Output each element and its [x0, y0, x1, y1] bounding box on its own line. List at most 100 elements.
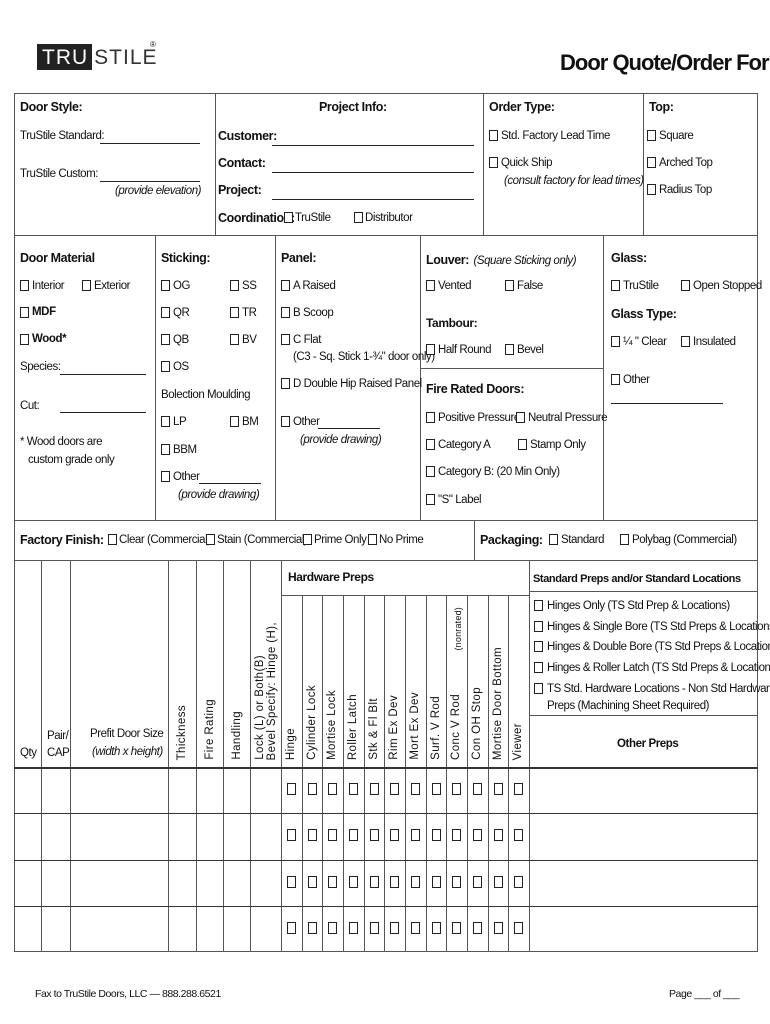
hardware-prep-checkbox-row1-col12[interactable] [514, 783, 523, 795]
hardware-prep-checkbox-row3-col12[interactable] [514, 876, 523, 888]
bbm-checkbox[interactable] [161, 444, 170, 455]
hardware-prep-checkbox-row3-col9[interactable] [452, 876, 461, 888]
hardware-prep-checkbox-row3-col5[interactable] [370, 876, 379, 888]
hardware-prep-checkbox-row4-col9[interactable] [452, 922, 461, 934]
hardware-prep-checkbox-row3-col8[interactable] [432, 876, 441, 888]
coordination-trustile-checkbox[interactable] [284, 212, 293, 223]
panel-b-checkbox[interactable] [281, 307, 290, 318]
thickness-cell[interactable] [169, 908, 195, 951]
std-prep-checkbox-4[interactable] [534, 662, 543, 674]
top-radius-checkbox[interactable] [647, 184, 656, 195]
top-arched-checkbox[interactable] [647, 157, 656, 168]
sticking-other-field[interactable] [199, 483, 261, 484]
hardware-prep-checkbox-row2-col1[interactable] [287, 829, 296, 841]
panel-d-checkbox[interactable] [281, 378, 290, 389]
pair-cap-cell[interactable] [42, 815, 69, 858]
hardware-prep-checkbox-row2-col9[interactable] [452, 829, 461, 841]
fire-rating-cell[interactable] [197, 815, 222, 858]
finish-prime-checkbox[interactable] [303, 534, 312, 545]
half-round-checkbox[interactable] [426, 344, 435, 355]
other-preps-cell[interactable] [530, 769, 756, 812]
std-prep-checkbox-1[interactable] [534, 600, 543, 611]
hardware-prep-checkbox-row1-col2[interactable] [308, 783, 317, 795]
ss-checkbox[interactable] [230, 280, 239, 291]
species-field[interactable] [60, 374, 146, 375]
clear-glass-checkbox[interactable] [611, 336, 620, 347]
hardware-prep-checkbox-row4-col8[interactable] [432, 922, 441, 934]
thickness-cell[interactable] [169, 769, 195, 812]
insulated-checkbox[interactable] [681, 336, 690, 347]
prefit-size-cell[interactable] [71, 769, 167, 812]
hardware-prep-checkbox-row4-col7[interactable] [411, 922, 420, 934]
pair-cap-cell[interactable] [42, 908, 69, 951]
hardware-prep-checkbox-row2-col6[interactable] [390, 829, 399, 841]
prefit-size-cell[interactable] [71, 815, 167, 858]
cut-field[interactable] [60, 412, 146, 413]
prefit-size-cell[interactable] [71, 862, 167, 905]
tr-checkbox[interactable] [230, 307, 239, 318]
panel-other-field[interactable] [318, 428, 380, 429]
hardware-prep-checkbox-row3-col10[interactable] [473, 876, 482, 888]
handling-cell[interactable] [224, 908, 249, 951]
bevel-checkbox[interactable] [505, 344, 514, 355]
category-b-checkbox[interactable] [426, 466, 435, 477]
hardware-prep-checkbox-row3-col3[interactable] [328, 876, 337, 888]
coordination-distributor-checkbox[interactable] [354, 212, 363, 223]
thickness-cell[interactable] [169, 862, 195, 905]
contact-field[interactable] [272, 172, 474, 173]
qty-cell[interactable] [15, 769, 40, 812]
fire-rating-cell[interactable] [197, 769, 222, 812]
other-preps-cell[interactable] [530, 815, 756, 858]
hardware-prep-checkbox-row2-col3[interactable] [328, 829, 337, 841]
std-prep-checkbox-5[interactable] [534, 682, 543, 694]
hardware-prep-checkbox-row1-col10[interactable] [473, 783, 482, 795]
hardware-prep-checkbox-row4-col11[interactable] [494, 922, 503, 934]
handling-cell[interactable] [224, 862, 249, 905]
hardware-prep-checkbox-row1-col1[interactable] [287, 783, 296, 795]
packaging-standard-checkbox[interactable] [549, 534, 558, 545]
open-stopped-checkbox[interactable] [681, 280, 690, 291]
std-prep-checkbox-2[interactable] [534, 620, 543, 632]
hardware-prep-checkbox-row3-col1[interactable] [287, 876, 296, 888]
hardware-prep-checkbox-row2-col12[interactable] [514, 829, 523, 841]
std-lead-time-checkbox[interactable] [489, 130, 498, 141]
top-square-checkbox[interactable] [647, 130, 656, 141]
packaging-polybag-checkbox[interactable] [620, 534, 629, 545]
project-field[interactable] [272, 199, 474, 200]
qty-cell[interactable] [15, 908, 40, 951]
qr-checkbox[interactable] [161, 307, 170, 318]
customer-field[interactable] [272, 145, 474, 146]
panel-c-checkbox[interactable] [281, 334, 290, 345]
handling-cell[interactable] [224, 769, 249, 812]
qty-cell[interactable] [15, 815, 40, 858]
mdf-checkbox[interactable] [20, 307, 29, 318]
glass-other-field[interactable] [611, 403, 723, 404]
hardware-prep-checkbox-row4-col2[interactable] [308, 922, 317, 934]
hardware-prep-checkbox-row2-col2[interactable] [308, 829, 317, 841]
hardware-prep-checkbox-row2-col8[interactable] [432, 829, 441, 841]
category-a-checkbox[interactable] [426, 439, 435, 450]
hardware-prep-checkbox-row4-col6[interactable] [390, 922, 399, 934]
bevel-cell[interactable] [251, 862, 280, 905]
neutral-pressure-checkbox[interactable] [516, 412, 525, 423]
hardware-prep-checkbox-row1-col9[interactable] [452, 783, 461, 795]
qty-cell[interactable] [15, 862, 40, 905]
hardware-prep-checkbox-row2-col7[interactable] [411, 829, 420, 841]
hardware-prep-checkbox-row3-col6[interactable] [390, 876, 399, 888]
pair-cap-cell[interactable] [42, 862, 69, 905]
handling-cell[interactable] [224, 815, 249, 858]
bm-checkbox[interactable] [230, 416, 239, 427]
lp-checkbox[interactable] [161, 416, 170, 427]
finish-no-prime-checkbox[interactable] [368, 534, 377, 545]
exterior-checkbox[interactable] [82, 280, 91, 291]
hardware-prep-checkbox-row4-col3[interactable] [328, 922, 337, 934]
hardware-prep-checkbox-row1-col8[interactable] [432, 783, 441, 795]
panel-a-checkbox[interactable] [281, 280, 290, 291]
wood-checkbox[interactable] [20, 334, 29, 345]
sticking-other-checkbox[interactable] [161, 471, 170, 482]
hardware-prep-checkbox-row2-col10[interactable] [473, 829, 482, 841]
hardware-prep-checkbox-row1-col5[interactable] [370, 783, 379, 795]
hardware-prep-checkbox-row3-col7[interactable] [411, 876, 420, 888]
pair-cap-cell[interactable] [42, 769, 69, 812]
hardware-prep-checkbox-row1-col4[interactable] [349, 783, 358, 795]
